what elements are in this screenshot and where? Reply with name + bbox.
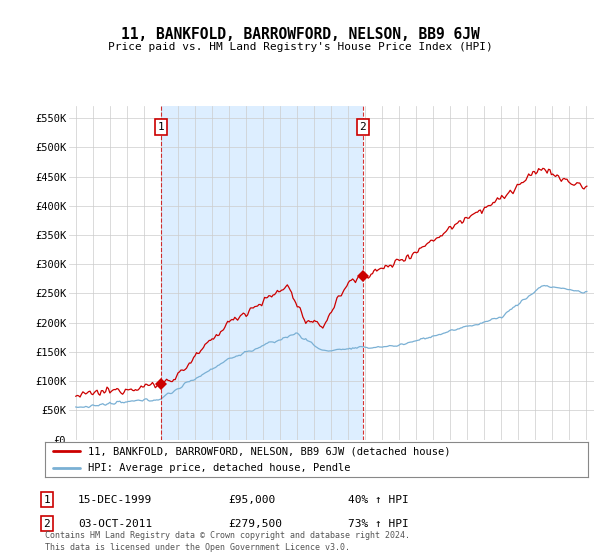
Text: £95,000: £95,000 xyxy=(228,494,275,505)
Text: Contains HM Land Registry data © Crown copyright and database right 2024.
This d: Contains HM Land Registry data © Crown c… xyxy=(45,531,410,552)
Text: 15-DEC-1999: 15-DEC-1999 xyxy=(78,494,152,505)
Bar xyxy=(161,106,363,440)
Text: 03-OCT-2011: 03-OCT-2011 xyxy=(78,519,152,529)
Text: 73% ↑ HPI: 73% ↑ HPI xyxy=(348,519,409,529)
Text: 11, BANKFOLD, BARROWFORD, NELSON, BB9 6JW: 11, BANKFOLD, BARROWFORD, NELSON, BB9 6J… xyxy=(121,27,479,42)
Text: HPI: Average price, detached house, Pendle: HPI: Average price, detached house, Pend… xyxy=(88,463,351,473)
Text: £279,500: £279,500 xyxy=(228,519,282,529)
Text: 40% ↑ HPI: 40% ↑ HPI xyxy=(348,494,409,505)
Text: 2: 2 xyxy=(43,519,50,529)
Text: 1: 1 xyxy=(43,494,50,505)
Text: Price paid vs. HM Land Registry's House Price Index (HPI): Price paid vs. HM Land Registry's House … xyxy=(107,42,493,52)
Text: 11, BANKFOLD, BARROWFORD, NELSON, BB9 6JW (detached house): 11, BANKFOLD, BARROWFORD, NELSON, BB9 6J… xyxy=(88,446,451,456)
Text: 2: 2 xyxy=(359,122,367,132)
Text: 1: 1 xyxy=(157,122,164,132)
